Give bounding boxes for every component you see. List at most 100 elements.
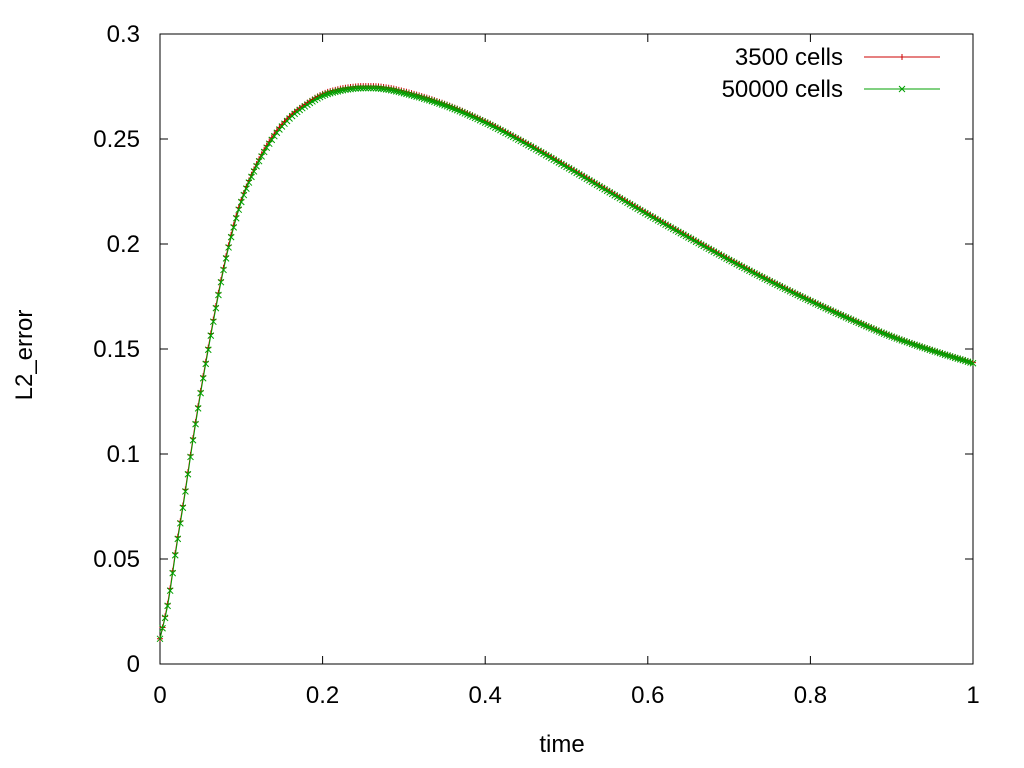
data-point-marker bbox=[212, 304, 220, 312]
data-point-marker bbox=[182, 488, 189, 495]
series-layer bbox=[156, 83, 977, 643]
data-point-marker bbox=[217, 278, 225, 286]
data-point-marker bbox=[390, 87, 398, 95]
data-point-marker bbox=[222, 255, 230, 262]
y-tick-label: 0.1 bbox=[107, 441, 140, 468]
data-point-marker bbox=[258, 153, 265, 160]
data-point-marker bbox=[176, 519, 184, 527]
data-point-marker bbox=[159, 624, 166, 632]
data-point-marker bbox=[232, 214, 240, 222]
data-point-marker bbox=[237, 198, 245, 206]
x-tick-label: 0 bbox=[153, 682, 166, 709]
data-point-marker bbox=[392, 87, 400, 95]
data-point-marker bbox=[367, 84, 375, 92]
data-point-marker bbox=[230, 224, 238, 231]
data-point-marker bbox=[194, 405, 202, 412]
legend-label: 50000 cells bbox=[722, 76, 843, 103]
data-point-marker bbox=[263, 144, 271, 152]
data-point-marker bbox=[329, 89, 337, 96]
legend: 3500 cells 50000 cells bbox=[722, 44, 940, 103]
plot-frame bbox=[159, 33, 974, 665]
data-point-marker bbox=[202, 360, 210, 368]
data-point-marker bbox=[334, 87, 342, 95]
data-point-marker bbox=[387, 86, 395, 94]
legend-marker bbox=[899, 54, 905, 60]
data-point-marker bbox=[413, 93, 420, 100]
x-tick-label: 0.6 bbox=[631, 682, 664, 709]
data-point-marker bbox=[337, 87, 344, 95]
x-tick-label: 0.8 bbox=[794, 682, 827, 709]
data-point-marker bbox=[161, 614, 169, 622]
data-point-marker bbox=[197, 389, 205, 397]
legend-label: 3500 cells bbox=[735, 44, 843, 71]
data-point-marker bbox=[359, 84, 367, 92]
legend-marker bbox=[898, 85, 906, 93]
data-point-marker bbox=[215, 291, 222, 299]
data-point-marker bbox=[270, 132, 278, 140]
data-point-marker bbox=[408, 91, 415, 99]
series-2 bbox=[156, 84, 977, 643]
axis-ticks: 0 0.2 0.4 0.6 0.8 1 0 0.05 0.1 0.15 0.2 0.25 0.3 bbox=[93, 21, 979, 709]
x-tick-label: 0.4 bbox=[469, 682, 502, 709]
data-point-marker bbox=[352, 85, 359, 92]
y-tick-label: 0.05 bbox=[93, 546, 140, 573]
data-point-marker bbox=[255, 157, 263, 165]
data-point-marker bbox=[969, 359, 977, 367]
data-point-marker bbox=[199, 374, 207, 382]
data-point-marker bbox=[245, 179, 253, 186]
data-point-marker bbox=[164, 602, 171, 610]
data-point-marker bbox=[189, 436, 197, 444]
data-point-marker bbox=[250, 168, 258, 175]
y-tick-label: 0.25 bbox=[93, 126, 140, 153]
data-point-marker bbox=[227, 233, 235, 241]
data-point-marker bbox=[171, 551, 179, 559]
data-point-marker bbox=[240, 191, 248, 199]
series-line bbox=[159, 85, 974, 639]
data-point-marker bbox=[184, 470, 192, 478]
data-point-marker bbox=[268, 136, 276, 144]
data-point-marker bbox=[364, 84, 372, 92]
data-point-marker bbox=[400, 89, 408, 97]
y-axis-title: L2_error bbox=[11, 310, 38, 401]
data-point-marker bbox=[207, 332, 215, 339]
data-point-marker bbox=[166, 587, 174, 595]
data-point-marker bbox=[248, 173, 255, 181]
data-point-marker bbox=[235, 206, 243, 214]
data-point-marker bbox=[398, 89, 405, 96]
data-point-marker bbox=[187, 453, 194, 461]
data-point-marker bbox=[415, 93, 423, 101]
data-point-marker bbox=[354, 85, 362, 92]
data-point-marker bbox=[174, 535, 182, 543]
data-point-marker bbox=[156, 635, 164, 643]
data-point-marker bbox=[403, 90, 410, 98]
data-point-marker bbox=[179, 504, 187, 512]
data-point-marker bbox=[253, 162, 260, 170]
data-point-marker bbox=[385, 86, 393, 94]
data-point-marker bbox=[225, 244, 232, 251]
y-tick-label: 0.15 bbox=[93, 336, 140, 363]
data-point-marker bbox=[243, 185, 250, 192]
data-point-marker bbox=[405, 91, 413, 98]
x-tick-label: 0.2 bbox=[306, 682, 339, 709]
x-tick-label: 1 bbox=[966, 682, 979, 709]
y-tick-label: 0.3 bbox=[107, 21, 140, 48]
x-axis-title: time bbox=[539, 731, 584, 758]
data-point-marker bbox=[265, 140, 273, 148]
data-point-marker bbox=[362, 84, 370, 92]
data-point-marker bbox=[220, 266, 227, 274]
data-point-marker bbox=[326, 89, 334, 97]
data-point-marker bbox=[169, 569, 177, 577]
data-point-marker bbox=[370, 84, 377, 92]
data-point-marker bbox=[331, 88, 339, 96]
y-tick-label: 0.2 bbox=[107, 231, 140, 258]
data-point-marker bbox=[395, 88, 403, 96]
data-point-marker bbox=[204, 346, 212, 354]
data-point-marker bbox=[192, 420, 199, 428]
data-point-marker bbox=[209, 318, 217, 326]
data-point-marker bbox=[410, 92, 418, 100]
y-tick-label: 0 bbox=[127, 651, 140, 678]
data-point-marker bbox=[357, 84, 365, 92]
data-point-marker bbox=[418, 94, 426, 102]
data-point-marker bbox=[260, 148, 268, 156]
